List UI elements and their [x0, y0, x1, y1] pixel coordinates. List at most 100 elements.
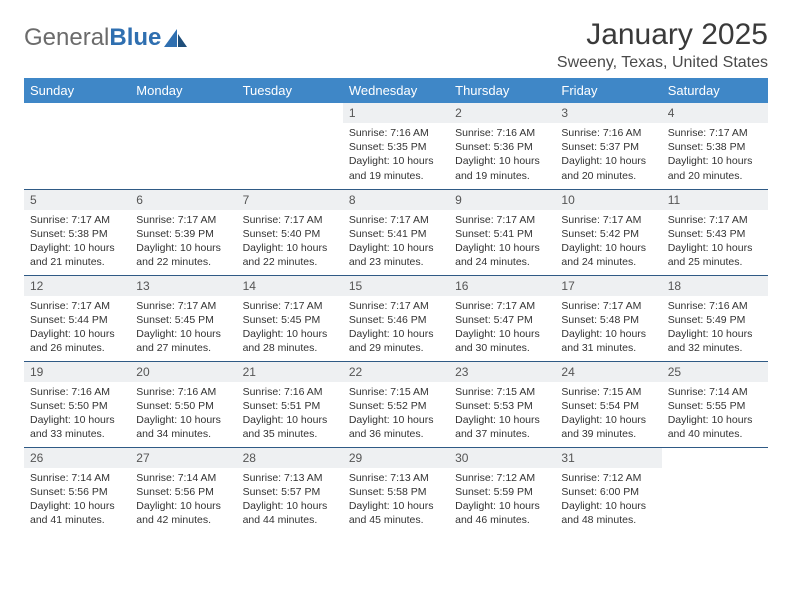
- weekday-header: Tuesday: [237, 78, 343, 103]
- day-details: Sunrise: 7:17 AMSunset: 5:39 PMDaylight:…: [130, 210, 236, 274]
- day-details: Sunrise: 7:13 AMSunset: 5:57 PMDaylight:…: [237, 468, 343, 532]
- day-details: Sunrise: 7:17 AMSunset: 5:48 PMDaylight:…: [555, 296, 661, 360]
- weekday-header: Thursday: [449, 78, 555, 103]
- day-number: 6: [130, 190, 236, 210]
- day-details: Sunrise: 7:16 AMSunset: 5:50 PMDaylight:…: [130, 382, 236, 446]
- day-details: Sunrise: 7:14 AMSunset: 5:56 PMDaylight:…: [24, 468, 130, 532]
- calendar-cell: [24, 103, 130, 189]
- calendar-cell: 19Sunrise: 7:16 AMSunset: 5:50 PMDayligh…: [24, 361, 130, 447]
- month-title: January 2025: [557, 18, 768, 52]
- day-number: 8: [343, 190, 449, 210]
- calendar-cell: 30Sunrise: 7:12 AMSunset: 5:59 PMDayligh…: [449, 447, 555, 533]
- day-details: Sunrise: 7:16 AMSunset: 5:50 PMDaylight:…: [24, 382, 130, 446]
- day-details: Sunrise: 7:17 AMSunset: 5:41 PMDaylight:…: [449, 210, 555, 274]
- logo-text-1: General: [24, 24, 109, 52]
- logo-text-2: Blue: [109, 24, 161, 52]
- day-details: Sunrise: 7:17 AMSunset: 5:46 PMDaylight:…: [343, 296, 449, 360]
- calendar-cell: [237, 103, 343, 189]
- calendar-cell: 26Sunrise: 7:14 AMSunset: 5:56 PMDayligh…: [24, 447, 130, 533]
- day-number: 15: [343, 276, 449, 296]
- calendar-cell: 10Sunrise: 7:17 AMSunset: 5:42 PMDayligh…: [555, 189, 661, 275]
- day-details: Sunrise: 7:16 AMSunset: 5:49 PMDaylight:…: [662, 296, 768, 360]
- calendar-row: 19Sunrise: 7:16 AMSunset: 5:50 PMDayligh…: [24, 361, 768, 447]
- day-details: Sunrise: 7:16 AMSunset: 5:36 PMDaylight:…: [449, 123, 555, 187]
- day-number: 17: [555, 276, 661, 296]
- calendar-cell: 25Sunrise: 7:14 AMSunset: 5:55 PMDayligh…: [662, 361, 768, 447]
- calendar-row: 12Sunrise: 7:17 AMSunset: 5:44 PMDayligh…: [24, 275, 768, 361]
- calendar-cell: 21Sunrise: 7:16 AMSunset: 5:51 PMDayligh…: [237, 361, 343, 447]
- day-details: Sunrise: 7:17 AMSunset: 5:44 PMDaylight:…: [24, 296, 130, 360]
- day-number: 16: [449, 276, 555, 296]
- day-number: 31: [555, 448, 661, 468]
- calendar-cell: 22Sunrise: 7:15 AMSunset: 5:52 PMDayligh…: [343, 361, 449, 447]
- weekday-header: Wednesday: [343, 78, 449, 103]
- weekday-header: Friday: [555, 78, 661, 103]
- calendar-cell: [130, 103, 236, 189]
- day-number: 29: [343, 448, 449, 468]
- day-number: 21: [237, 362, 343, 382]
- calendar-cell: 28Sunrise: 7:13 AMSunset: 5:57 PMDayligh…: [237, 447, 343, 533]
- day-details: Sunrise: 7:15 AMSunset: 5:53 PMDaylight:…: [449, 382, 555, 446]
- calendar-cell: 14Sunrise: 7:17 AMSunset: 5:45 PMDayligh…: [237, 275, 343, 361]
- day-number: 12: [24, 276, 130, 296]
- day-details: Sunrise: 7:15 AMSunset: 5:54 PMDaylight:…: [555, 382, 661, 446]
- weekday-header: Saturday: [662, 78, 768, 103]
- day-number: 7: [237, 190, 343, 210]
- calendar-cell: 9Sunrise: 7:17 AMSunset: 5:41 PMDaylight…: [449, 189, 555, 275]
- day-details: Sunrise: 7:15 AMSunset: 5:52 PMDaylight:…: [343, 382, 449, 446]
- day-number: 9: [449, 190, 555, 210]
- calendar-cell: 31Sunrise: 7:12 AMSunset: 6:00 PMDayligh…: [555, 447, 661, 533]
- calendar-cell: 20Sunrise: 7:16 AMSunset: 5:50 PMDayligh…: [130, 361, 236, 447]
- day-number: 25: [662, 362, 768, 382]
- calendar-cell: 5Sunrise: 7:17 AMSunset: 5:38 PMDaylight…: [24, 189, 130, 275]
- day-details: Sunrise: 7:17 AMSunset: 5:38 PMDaylight:…: [662, 123, 768, 187]
- day-details: Sunrise: 7:14 AMSunset: 5:55 PMDaylight:…: [662, 382, 768, 446]
- day-number: 13: [130, 276, 236, 296]
- day-number: 11: [662, 190, 768, 210]
- location: Sweeny, Texas, United States: [557, 54, 768, 72]
- logo-sail-icon: [163, 28, 189, 48]
- day-details: Sunrise: 7:17 AMSunset: 5:41 PMDaylight:…: [343, 210, 449, 274]
- calendar-table: SundayMondayTuesdayWednesdayThursdayFrid…: [24, 78, 768, 533]
- calendar-cell: 8Sunrise: 7:17 AMSunset: 5:41 PMDaylight…: [343, 189, 449, 275]
- day-number: 10: [555, 190, 661, 210]
- day-details: Sunrise: 7:17 AMSunset: 5:45 PMDaylight:…: [237, 296, 343, 360]
- day-details: Sunrise: 7:16 AMSunset: 5:37 PMDaylight:…: [555, 123, 661, 187]
- day-details: Sunrise: 7:13 AMSunset: 5:58 PMDaylight:…: [343, 468, 449, 532]
- day-number: 5: [24, 190, 130, 210]
- day-details: Sunrise: 7:16 AMSunset: 5:35 PMDaylight:…: [343, 123, 449, 187]
- day-details: Sunrise: 7:17 AMSunset: 5:45 PMDaylight:…: [130, 296, 236, 360]
- calendar-cell: 7Sunrise: 7:17 AMSunset: 5:40 PMDaylight…: [237, 189, 343, 275]
- calendar-cell: 11Sunrise: 7:17 AMSunset: 5:43 PMDayligh…: [662, 189, 768, 275]
- day-details: Sunrise: 7:17 AMSunset: 5:38 PMDaylight:…: [24, 210, 130, 274]
- day-number: 3: [555, 103, 661, 123]
- day-number: 18: [662, 276, 768, 296]
- weekday-header: Monday: [130, 78, 236, 103]
- calendar-cell: [662, 447, 768, 533]
- calendar-cell: 6Sunrise: 7:17 AMSunset: 5:39 PMDaylight…: [130, 189, 236, 275]
- calendar-cell: 15Sunrise: 7:17 AMSunset: 5:46 PMDayligh…: [343, 275, 449, 361]
- calendar-cell: 27Sunrise: 7:14 AMSunset: 5:56 PMDayligh…: [130, 447, 236, 533]
- day-number: 22: [343, 362, 449, 382]
- day-number: 27: [130, 448, 236, 468]
- calendar-row: 5Sunrise: 7:17 AMSunset: 5:38 PMDaylight…: [24, 189, 768, 275]
- day-number: 26: [24, 448, 130, 468]
- day-number: 2: [449, 103, 555, 123]
- calendar-cell: 18Sunrise: 7:16 AMSunset: 5:49 PMDayligh…: [662, 275, 768, 361]
- day-number: 14: [237, 276, 343, 296]
- title-block: January 2025 Sweeny, Texas, United State…: [557, 18, 768, 72]
- calendar-cell: 1Sunrise: 7:16 AMSunset: 5:35 PMDaylight…: [343, 103, 449, 189]
- calendar-cell: 12Sunrise: 7:17 AMSunset: 5:44 PMDayligh…: [24, 275, 130, 361]
- calendar-cell: 23Sunrise: 7:15 AMSunset: 5:53 PMDayligh…: [449, 361, 555, 447]
- calendar-cell: 17Sunrise: 7:17 AMSunset: 5:48 PMDayligh…: [555, 275, 661, 361]
- day-details: Sunrise: 7:17 AMSunset: 5:40 PMDaylight:…: [237, 210, 343, 274]
- calendar-row: 1Sunrise: 7:16 AMSunset: 5:35 PMDaylight…: [24, 103, 768, 189]
- day-details: Sunrise: 7:17 AMSunset: 5:43 PMDaylight:…: [662, 210, 768, 274]
- calendar-body: 1Sunrise: 7:16 AMSunset: 5:35 PMDaylight…: [24, 103, 768, 533]
- day-details: Sunrise: 7:16 AMSunset: 5:51 PMDaylight:…: [237, 382, 343, 446]
- day-number: 19: [24, 362, 130, 382]
- day-details: Sunrise: 7:12 AMSunset: 6:00 PMDaylight:…: [555, 468, 661, 532]
- calendar-cell: 13Sunrise: 7:17 AMSunset: 5:45 PMDayligh…: [130, 275, 236, 361]
- calendar-cell: 2Sunrise: 7:16 AMSunset: 5:36 PMDaylight…: [449, 103, 555, 189]
- day-number: 1: [343, 103, 449, 123]
